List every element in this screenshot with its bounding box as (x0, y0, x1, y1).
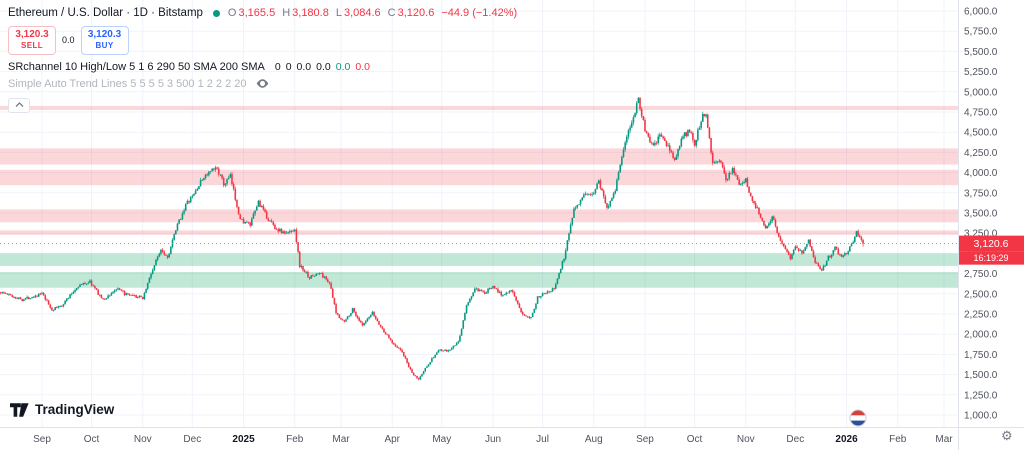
price-tick: 4,000.0 (964, 168, 998, 179)
buy-label: BUY (95, 41, 114, 50)
price-tick: 4,750.0 (964, 108, 998, 119)
high-label: H (282, 7, 291, 19)
indicator-name: SRchannel 10 High/Low 5 1 6 290 50 SMA 2… (8, 60, 265, 73)
price-tick: 5,250.0 (964, 67, 998, 78)
sr-zone-resistance (0, 169, 958, 186)
spread-value: 0.0 (62, 35, 75, 46)
buy-button[interactable]: 3,120.3 BUY (80, 26, 129, 55)
high-value: 3,180.8 (292, 7, 329, 19)
price-tick: 2,500.0 (964, 289, 998, 300)
time-tick: Jul (536, 434, 549, 445)
sr-zone-support (0, 253, 958, 266)
open-value: 3,165.5 (238, 7, 276, 19)
close-label: C (387, 7, 396, 19)
sr-zone-resistance (0, 209, 958, 223)
sr-zone-resistance (0, 230, 958, 235)
sell-label: SELL (20, 41, 44, 50)
time-tick: May (432, 434, 451, 445)
price-tick: 1,000.0 (964, 411, 998, 422)
sell-price: 3,120.3 (15, 29, 49, 40)
time-tick: Nov (134, 434, 152, 445)
indicator-row-srchannel[interactable]: SRchannel 10 High/Low 5 1 6 290 50 SMA 2… (8, 60, 517, 74)
indicator-value: 0.0 (335, 60, 351, 73)
economic-event-icon[interactable] (849, 409, 867, 432)
price-tick: 4,250.0 (964, 148, 998, 159)
price-tick: 2,750.0 (964, 269, 998, 280)
low-label: L (335, 7, 342, 19)
time-tick: Feb (889, 434, 907, 445)
chevron-up-icon (15, 102, 23, 108)
price-tick: 6,000.0 (964, 7, 998, 18)
price-tick: 4,500.0 (964, 128, 998, 139)
time-tick: 2025 (232, 434, 255, 445)
time-tick: Feb (286, 434, 304, 445)
indicator-row-trendlines[interactable]: Simple Auto Trend Lines 5 5 5 5 3 500 1 … (8, 77, 517, 91)
tradingview-logo-icon (10, 402, 29, 417)
price-tick: 3,750.0 (964, 188, 998, 199)
collapse-legend-button[interactable] (8, 97, 30, 113)
price-tick: 1,500.0 (964, 370, 998, 381)
countdown-tag (959, 251, 1024, 265)
tradingview-logo-text: TradingView (35, 402, 115, 417)
time-tick: Dec (183, 434, 201, 445)
price-tick: 3,250.0 (964, 229, 998, 240)
indicator-value: 0 (285, 60, 292, 73)
sell-button[interactable]: 3,120.3 SELL (8, 26, 56, 55)
price-tick: 5,500.0 (964, 47, 998, 58)
tradingview-logo[interactable]: TradingView (10, 402, 114, 417)
time-tick: 2026 (835, 434, 858, 445)
time-tick: Oct (687, 434, 703, 445)
price-tick: 1,250.0 (964, 390, 998, 401)
sr-zone-resistance (0, 148, 958, 165)
price-tick: 5,750.0 (964, 27, 998, 38)
low-value: 3,084.6 (343, 7, 381, 19)
grid-layer (0, 0, 958, 427)
last-price-tag (959, 235, 1024, 252)
open-label: O (227, 7, 237, 19)
sr-zone-support (0, 271, 958, 288)
market-status-icon (212, 9, 220, 17)
indicator-name: Simple Auto Trend Lines 5 5 5 5 3 500 1 … (8, 77, 247, 90)
price-tick: 2,000.0 (964, 330, 998, 341)
time-tick: Nov (737, 434, 755, 445)
price-tick: 5,000.0 (964, 87, 998, 98)
change-value: −44.9 (−1.42%) (441, 7, 518, 19)
time-tick: Oct (84, 434, 100, 445)
last-price-value: 3,120.6 (973, 238, 1008, 250)
indicator-value: 0 (274, 60, 281, 73)
chart-legend: Ethereum / U.S. Dollar · 1D · Bitstamp O… (8, 7, 517, 113)
buy-price: 3,120.3 (87, 29, 122, 40)
time-tick: Sep (33, 434, 51, 445)
price-tick: 3,500.0 (964, 209, 998, 220)
trade-panel: 3,120.3 SELL 0.0 3,120.3 BUY (8, 26, 517, 55)
price-tick: 2,250.0 (964, 310, 998, 321)
countdown-value: 16:19:29 (973, 253, 1008, 263)
time-tick: Aug (585, 434, 603, 445)
time-axis[interactable]: Sep Oct Nov Dec 2025 Feb Mar Apr May Jun Jul Aug Sep… (33, 434, 953, 445)
time-tick: Sep (636, 434, 654, 445)
axis-settings-icon[interactable]: ⚙ (1001, 428, 1013, 443)
time-tick: Apr (384, 434, 400, 445)
sr-zones-layer (0, 105, 958, 288)
time-tick: Dec (786, 434, 804, 445)
indicator-value: 0.0 (316, 60, 331, 73)
symbol-title[interactable]: Ethereum / U.S. Dollar · 1D · Bitstamp (8, 7, 203, 19)
indicator-value: 0.0 (355, 60, 370, 73)
eye-icon[interactable] (255, 78, 270, 89)
sr-zone-resistance (0, 105, 958, 110)
time-tick: Jun (485, 434, 501, 445)
ohlc-values: O 3,165.5 H 3,180.8 L 3,084.6 C 3,120.6 … (228, 7, 517, 19)
candles-layer[interactable] (0, 97, 864, 381)
indicator-value: 0.0 (296, 60, 312, 73)
symbol-row: Ethereum / U.S. Dollar · 1D · Bitstamp O… (8, 7, 517, 19)
indicator-values-0: 0 0 0.0 0.0 0.0 0.0 (275, 61, 375, 73)
price-tick: 1,750.0 (964, 350, 998, 361)
price-axis[interactable]: 6,000.0 5,750.0 5,500.0 5,250.0 5,000.0 4,750… (964, 7, 998, 422)
time-tick: Mar (332, 434, 350, 445)
time-tick: Mar (935, 434, 953, 445)
close-value: 3,120.6 (397, 7, 435, 19)
